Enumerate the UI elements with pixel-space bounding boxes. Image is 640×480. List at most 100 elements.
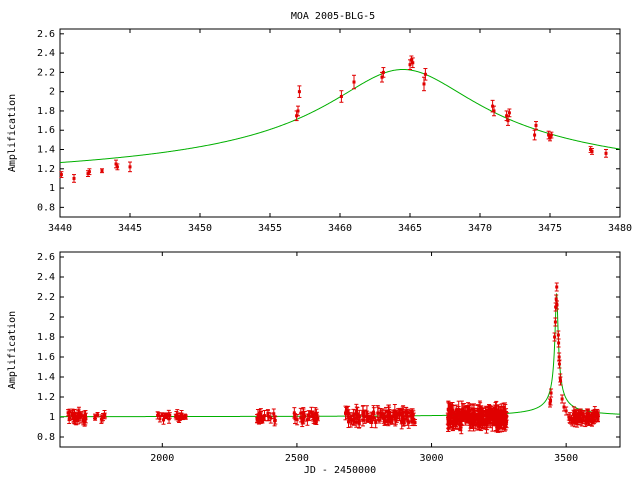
bottom-x-axis: 2000 2500 3000 3500 [150, 252, 578, 464]
data-point [378, 411, 383, 422]
data-point [311, 410, 316, 422]
y-tick-label: 2.4 [37, 272, 55, 283]
data-point [501, 402, 506, 421]
x-tick-label: 3465 [398, 223, 422, 234]
x-tick-label: 2000 [150, 453, 174, 464]
bottom-plot-frame [59, 251, 621, 448]
data-point [365, 416, 370, 423]
bottom-y-axis: 0.8 1 1.2 1.4 1.6 1.8 2 2.2 2.4 2.6 [37, 252, 620, 443]
data-point [410, 57, 415, 69]
data-point [594, 410, 599, 418]
bottom-data-points [66, 282, 600, 435]
top-y-axis: 0.8 1 1.2 1.4 1.6 1.8 2 2.2 2.4 2.6 [37, 29, 620, 213]
data-point [82, 415, 87, 427]
data-point [392, 410, 397, 417]
data-point [156, 412, 161, 417]
data-point [478, 407, 483, 422]
data-point [72, 174, 76, 183]
chart-title: MOA 2005-BLG-5 [291, 11, 375, 22]
data-point [507, 108, 512, 118]
top-y-axis-label: Amplification [7, 94, 18, 172]
data-point [585, 408, 590, 420]
data-point [498, 413, 503, 426]
data-point [351, 408, 356, 423]
data-point [292, 413, 297, 425]
data-point [578, 414, 583, 426]
data-point [452, 414, 457, 423]
y-tick-label: 1.8 [37, 106, 55, 117]
top-x-axis: 3440 3445 3450 3455 3460 3465 3470 3475 3480 [48, 29, 632, 234]
model-curve [60, 292, 621, 418]
data-point [604, 149, 608, 158]
data-point [305, 413, 310, 426]
data-point [576, 411, 581, 424]
data-point [72, 412, 77, 424]
top-data-points [59, 55, 608, 183]
data-point [534, 121, 538, 130]
y-tick-label: 1.4 [37, 145, 55, 156]
x-tick-label: 3480 [608, 223, 632, 234]
x-tick-label: 3450 [188, 223, 212, 234]
data-point [339, 90, 344, 103]
data-point [75, 411, 80, 423]
model-curve [59, 68, 621, 164]
x-tick-label: 3475 [538, 223, 562, 234]
data-point [386, 410, 391, 419]
data-point [405, 416, 410, 426]
data-point [446, 400, 451, 418]
y-tick-label: 2 [49, 87, 55, 98]
data-point [494, 414, 499, 433]
data-point [381, 67, 386, 78]
y-tick-label: 0.8 [37, 432, 55, 443]
bottom-panel: 0.8 1 1.2 1.4 1.6 1.8 2 2.2 2.4 2.6 2000 2500 3000 3… [7, 251, 621, 476]
top-model-curve [59, 68, 621, 164]
data-point [555, 300, 559, 310]
data-point [100, 413, 105, 422]
data-point [315, 411, 320, 419]
y-tick-label: 2.2 [37, 67, 55, 78]
data-point [485, 409, 490, 417]
data-point [347, 416, 352, 423]
data-point [560, 394, 565, 404]
data-point [296, 105, 300, 117]
x-tick-label: 3440 [48, 223, 72, 234]
data-point [472, 413, 477, 427]
y-tick-label: 1.6 [37, 352, 55, 363]
bottom-model-curve [60, 292, 621, 418]
data-point [362, 409, 367, 424]
y-tick-label: 1 [49, 412, 55, 423]
data-point [590, 148, 594, 155]
data-point [346, 405, 351, 417]
data-point [553, 317, 558, 327]
data-point [401, 405, 406, 419]
data-point [564, 406, 569, 416]
data-point [556, 338, 561, 348]
y-tick-label: 2.4 [37, 48, 55, 59]
data-point [573, 412, 578, 421]
data-point [173, 413, 178, 419]
data-point [349, 414, 354, 425]
data-point [554, 294, 559, 304]
data-point [462, 403, 467, 422]
data-point [128, 161, 132, 173]
y-tick-label: 1.2 [37, 392, 55, 403]
data-point [369, 411, 374, 424]
data-point [354, 403, 359, 420]
data-point [297, 85, 302, 98]
y-tick-label: 2.2 [37, 292, 55, 303]
data-point [178, 413, 183, 421]
data-point [549, 388, 554, 398]
data-point [273, 416, 278, 425]
data-point [470, 411, 475, 428]
data-point [87, 168, 92, 176]
data-point [352, 74, 356, 90]
x-tick-label: 2500 [285, 453, 309, 464]
data-point [266, 412, 271, 421]
data-point [466, 414, 471, 424]
x-tick-label: 3445 [118, 223, 142, 234]
y-tick-label: 2.6 [37, 252, 55, 263]
data-point [115, 163, 120, 171]
x-tick-label: 3500 [554, 453, 578, 464]
y-tick-label: 1 [49, 183, 55, 194]
data-point [492, 105, 496, 117]
